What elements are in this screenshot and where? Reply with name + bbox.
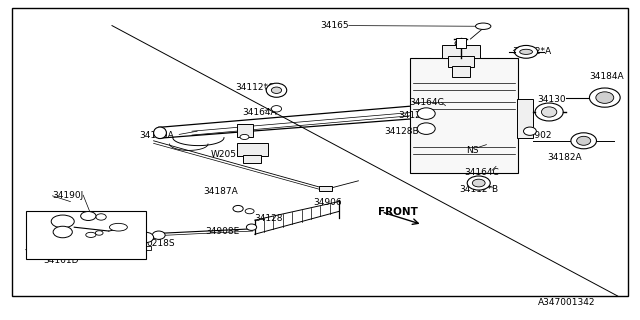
Ellipse shape [535, 103, 563, 121]
Text: 34906: 34906 [314, 198, 342, 207]
Ellipse shape [81, 212, 96, 220]
Text: 34112*A: 34112*A [512, 47, 551, 56]
Ellipse shape [86, 232, 96, 237]
Text: 34190J: 34190J [52, 191, 84, 200]
Ellipse shape [524, 127, 536, 135]
Ellipse shape [233, 205, 243, 212]
Bar [237, 124, 253, 137]
Text: 34184A: 34184A [589, 72, 623, 81]
Bar [410, 58, 518, 173]
Text: 34165: 34165 [320, 21, 349, 30]
Ellipse shape [109, 223, 127, 231]
Ellipse shape [266, 83, 287, 97]
Ellipse shape [571, 133, 596, 149]
Bar [141, 246, 151, 250]
Ellipse shape [455, 40, 467, 46]
Text: 34110A: 34110A [140, 131, 174, 140]
Text: A347001342: A347001342 [538, 298, 595, 307]
Bar [26, 211, 146, 259]
Text: 34164C: 34164C [410, 98, 444, 107]
Ellipse shape [138, 232, 154, 243]
Text: 34187A: 34187A [204, 188, 238, 196]
Ellipse shape [246, 224, 257, 230]
Text: 34128B: 34128B [398, 111, 433, 120]
Text: 34164C: 34164C [465, 168, 499, 177]
Text: <GREASE>: <GREASE> [63, 220, 111, 228]
Ellipse shape [467, 176, 490, 190]
Text: 34902: 34902 [524, 131, 552, 140]
Ellipse shape [53, 226, 72, 238]
Bar [517, 99, 533, 138]
Ellipse shape [154, 127, 166, 139]
Ellipse shape [472, 179, 485, 187]
Text: W205127: W205127 [211, 150, 254, 159]
Ellipse shape [577, 136, 591, 145]
Text: NS: NS [466, 146, 479, 155]
Text: 34128: 34128 [255, 214, 284, 223]
Bar [243, 155, 261, 163]
Ellipse shape [520, 49, 532, 54]
Ellipse shape [417, 108, 435, 119]
Bar [237, 143, 268, 156]
Ellipse shape [541, 107, 557, 117]
Text: 34112*B: 34112*B [460, 185, 499, 194]
Ellipse shape [515, 45, 538, 58]
Text: 34128B: 34128B [384, 127, 419, 136]
Text: 34164A: 34164A [242, 108, 276, 117]
Ellipse shape [240, 134, 249, 140]
Text: 34130: 34130 [538, 95, 566, 104]
Text: 34112*C: 34112*C [236, 83, 275, 92]
Text: 34182A: 34182A [547, 153, 582, 162]
Text: FRONT: FRONT [378, 207, 417, 217]
Ellipse shape [417, 123, 435, 134]
Bar [452, 66, 470, 77]
Bar [319, 186, 332, 191]
Bar [442, 45, 480, 58]
Ellipse shape [245, 209, 254, 214]
Text: 34161D: 34161D [44, 256, 79, 265]
Ellipse shape [51, 215, 74, 228]
Bar [448, 56, 474, 67]
Ellipse shape [271, 106, 282, 112]
Ellipse shape [589, 88, 620, 107]
Ellipse shape [95, 231, 103, 235]
Ellipse shape [152, 231, 165, 239]
Ellipse shape [476, 23, 491, 29]
Ellipse shape [596, 92, 614, 103]
Ellipse shape [271, 87, 282, 93]
Bar [456, 38, 466, 48]
Ellipse shape [96, 214, 106, 220]
Text: 0218S: 0218S [146, 239, 175, 248]
Text: 34908E: 34908E [205, 227, 239, 236]
